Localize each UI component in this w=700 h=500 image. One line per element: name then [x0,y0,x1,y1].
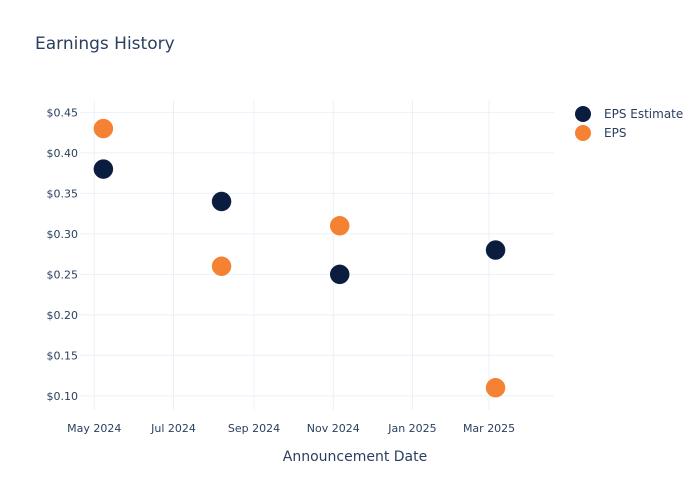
legend-swatch-eps [575,124,591,141]
y-tick-label: $0.45 [47,106,79,119]
legend-swatch-eps-estimate [575,105,591,122]
data-point-eps [93,118,114,139]
legend-label-eps: EPS [604,125,627,140]
x-axis-title: Announcement Date [283,449,427,465]
y-tick-label: $0.25 [47,268,79,281]
y-tick-label: $0.15 [47,349,79,362]
x-tick-label: Nov 2024 [307,422,360,435]
data-point-eps [329,216,350,236]
legend: EPS Estimate EPS [574,104,683,142]
y-tick-label: $0.20 [47,309,79,322]
x-tick-label: Mar 2025 [463,422,515,435]
legend-item-eps[interactable]: EPS [574,123,683,142]
x-tick-label: Jan 2025 [387,422,436,435]
chart-title: Earnings History [35,34,175,54]
x-tick-label: Jul 2024 [150,422,196,435]
data-point-eps-estimate [329,264,350,285]
data-point-eps-estimate [211,191,232,212]
data-point-eps [211,256,232,277]
x-tick-label: Sep 2024 [228,422,280,435]
data-point-eps [485,377,506,398]
y-tick-label: $0.30 [47,228,79,241]
data-point-eps-estimate [485,240,506,260]
x-tick-label: May 2024 [67,422,121,435]
y-tick-label: $0.10 [47,390,79,403]
y-tick-label: $0.40 [47,147,79,160]
legend-label-eps-estimate: EPS Estimate [604,106,684,121]
data-point-eps-estimate [93,159,114,179]
legend-item-eps-estimate[interactable]: EPS Estimate [574,104,683,123]
y-tick-label: $0.35 [47,187,79,200]
